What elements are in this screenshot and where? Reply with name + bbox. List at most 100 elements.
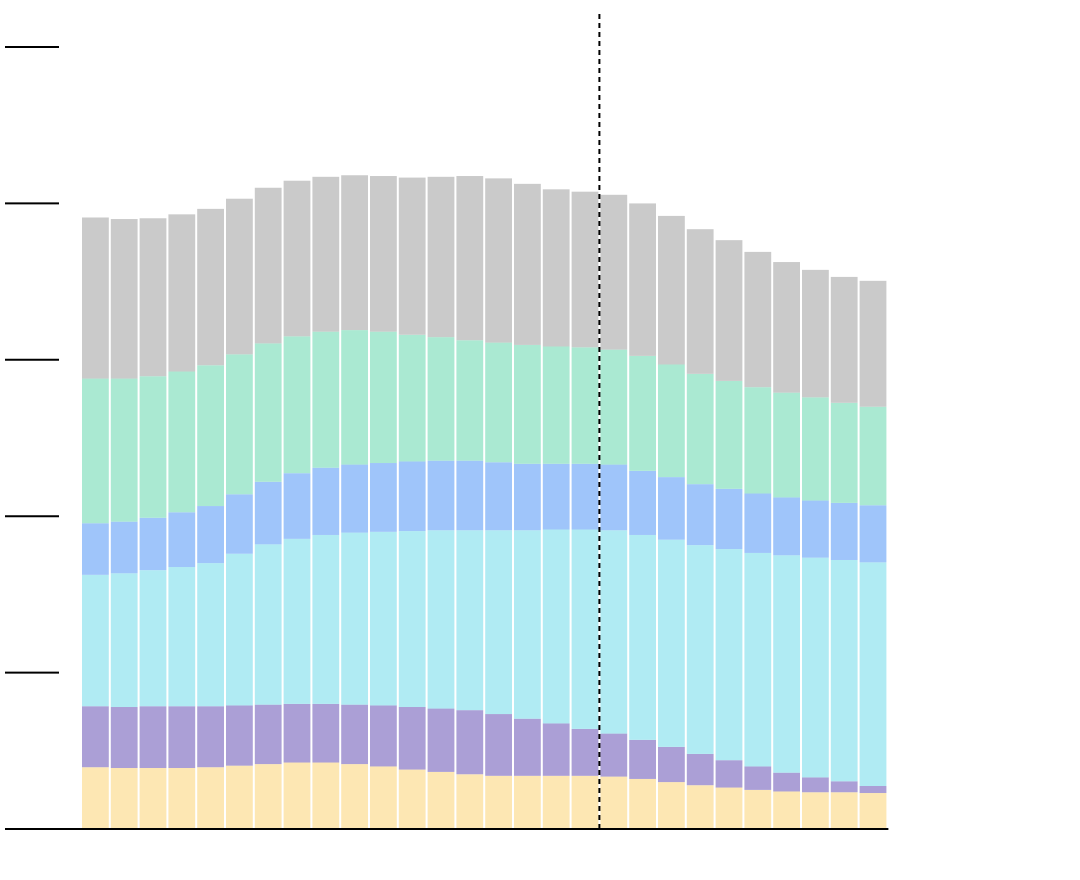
bar-12-segment-2	[427, 530, 455, 709]
bar-2-segment-2	[139, 570, 167, 707]
bar-3-segment-2	[168, 567, 196, 707]
bar-9-segment-0	[341, 764, 368, 829]
bar-26-segment-5	[830, 276, 858, 403]
bar-6-segment-2	[254, 544, 282, 705]
bar-7-segment-3	[283, 473, 311, 539]
bar-6-segment-0	[254, 764, 282, 829]
bar-16-segment-5	[542, 189, 570, 347]
bar-2-segment-1	[139, 706, 167, 769]
bar-15-segment-4	[514, 344, 541, 464]
bar-8-segment-5	[312, 176, 340, 332]
bar-2-segment-4	[139, 376, 167, 518]
bar-1-segment-1	[110, 707, 138, 769]
bar-27-segment-4	[859, 406, 887, 506]
bar-12-segment-1	[427, 708, 455, 772]
bar-26-segment-0	[830, 792, 858, 829]
bar-16-segment-3	[542, 463, 570, 530]
bar-11-segment-2	[398, 531, 426, 708]
bar-8-segment-2	[312, 534, 340, 704]
bar-6-segment-3	[254, 481, 282, 545]
bar-26-segment-4	[830, 402, 858, 503]
bar-14-segment-0	[485, 775, 512, 829]
bar-16-segment-0	[542, 775, 570, 829]
bar-7-segment-2	[283, 538, 311, 704]
bar-18-segment-5	[600, 194, 628, 350]
bar-0-segment-4	[82, 378, 109, 524]
bar-12-segment-5	[427, 176, 455, 338]
bar-20-segment-5	[658, 215, 685, 365]
bar-14-segment-1	[485, 714, 512, 776]
bar-13-segment-5	[456, 176, 484, 341]
bar-11-segment-1	[398, 707, 426, 770]
bar-10-segment-4	[370, 331, 397, 464]
bar-21-segment-4	[686, 373, 714, 485]
bar-25-segment-2	[802, 557, 829, 778]
bar-19-segment-0	[629, 778, 656, 829]
bar-17-segment-4	[571, 347, 599, 464]
bar-3-segment-4	[168, 371, 196, 513]
bar-13-segment-2	[456, 530, 484, 711]
bar-25-segment-4	[802, 397, 829, 501]
bar-22-segment-2	[715, 549, 743, 761]
bar-9-segment-2	[341, 532, 368, 705]
bar-4-segment-4	[197, 365, 224, 507]
bar-16-segment-4	[542, 346, 570, 464]
bar-7-segment-0	[283, 762, 311, 829]
bar-9-segment-1	[341, 704, 368, 765]
bar-3-segment-1	[168, 706, 196, 769]
bar-18-segment-2	[600, 530, 628, 734]
bar-11-segment-3	[398, 461, 426, 532]
bar-4-segment-0	[197, 767, 224, 829]
bar-19-segment-2	[629, 534, 656, 740]
bar-12-segment-3	[427, 460, 455, 531]
bar-14-segment-4	[485, 342, 512, 463]
bar-19-segment-1	[629, 739, 656, 779]
bar-15-segment-5	[514, 183, 541, 345]
bar-9-segment-3	[341, 464, 368, 533]
bar-15-segment-3	[514, 463, 541, 531]
bar-6-segment-1	[254, 704, 282, 765]
bar-17-segment-2	[571, 529, 599, 729]
bar-27-segment-2	[859, 562, 887, 786]
bar-10-segment-1	[370, 705, 397, 767]
bar-12-segment-4	[427, 337, 455, 461]
bar-0-segment-2	[82, 574, 109, 707]
bar-2-segment-5	[139, 218, 167, 377]
bar-16-segment-1	[542, 723, 570, 776]
bar-24-segment-4	[773, 392, 800, 498]
bar-12-segment-0	[427, 771, 455, 829]
bar-20-segment-0	[658, 782, 685, 829]
bar-25-segment-5	[802, 269, 829, 398]
bar-24-segment-2	[773, 555, 800, 773]
bar-20-segment-2	[658, 539, 685, 747]
bar-24-segment-3	[773, 497, 800, 556]
bar-5-segment-4	[226, 354, 253, 495]
bar-4-segment-1	[197, 706, 224, 768]
bar-area	[82, 175, 887, 829]
bar-1-segment-3	[110, 521, 138, 574]
bar-0-segment-3	[82, 523, 109, 575]
bar-23-segment-3	[744, 493, 772, 553]
bar-23-segment-1	[744, 766, 772, 790]
bar-7-segment-4	[283, 336, 311, 474]
bar-6-segment-5	[254, 187, 282, 344]
bar-14-segment-5	[485, 178, 512, 343]
bar-10-segment-2	[370, 531, 397, 706]
bar-25-segment-0	[802, 792, 829, 829]
bar-14-segment-2	[485, 530, 512, 715]
bar-22-segment-0	[715, 787, 743, 829]
bar-23-segment-2	[744, 552, 772, 767]
bar-18-segment-4	[600, 349, 628, 465]
bar-19-segment-5	[629, 203, 656, 356]
bar-17-segment-0	[571, 775, 599, 829]
bar-20-segment-4	[658, 364, 685, 478]
bar-5-segment-0	[226, 765, 253, 829]
bar-24-segment-5	[773, 262, 800, 393]
bar-26-segment-1	[830, 781, 858, 793]
bar-1-segment-2	[110, 573, 138, 708]
bar-21-segment-2	[686, 545, 714, 754]
bar-3-segment-0	[168, 768, 196, 829]
bar-19-segment-3	[629, 470, 656, 535]
bar-6-segment-4	[254, 343, 282, 482]
